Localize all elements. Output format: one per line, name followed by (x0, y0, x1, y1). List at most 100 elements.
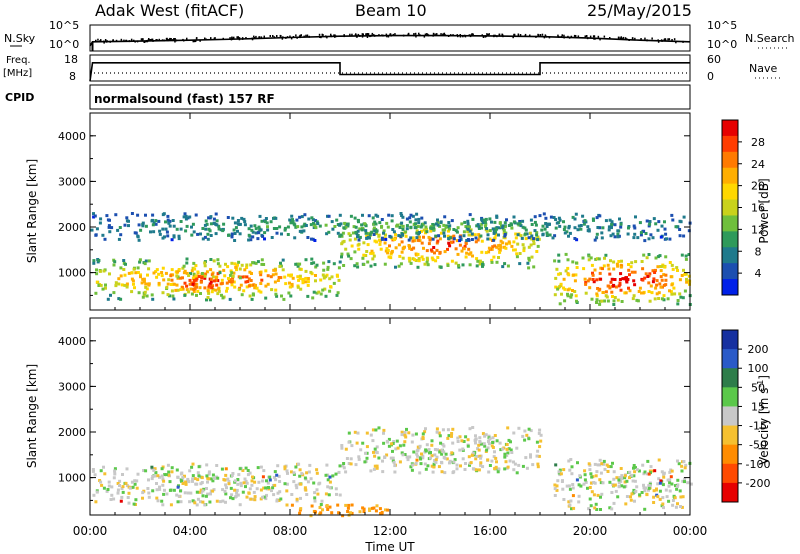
nsky-point (182, 38, 184, 41)
heatmap-cell (588, 277, 592, 281)
heatmap-cell (483, 444, 487, 448)
heatmap-cell (498, 226, 502, 230)
heatmap-cell (266, 481, 270, 485)
heatmap-cell (119, 266, 123, 270)
nsky-point (241, 37, 244, 40)
heatmap-cell (155, 268, 159, 272)
heatmap-cell (475, 257, 479, 261)
heatmap-cell (377, 238, 381, 242)
heatmap-cell (625, 276, 628, 280)
heatmap-cell (170, 278, 174, 282)
heatmap-cell (442, 450, 446, 454)
nsky-point (334, 34, 336, 37)
heatmap-cell (164, 227, 168, 231)
heatmap-cell (341, 231, 345, 235)
heatmap-cell (338, 223, 342, 227)
heatmap-cell (559, 472, 563, 476)
nsky-point (443, 32, 446, 35)
heatmap-cell (676, 483, 680, 487)
heatmap-cell (199, 232, 202, 236)
heatmap-cell (495, 245, 499, 249)
heatmap-cell (230, 261, 234, 265)
heatmap-cell (309, 270, 313, 274)
heatmap-cell (624, 502, 628, 506)
heatmap-cell (429, 237, 433, 240)
heatmap-cell (261, 234, 265, 238)
heatmap-cell (474, 236, 478, 240)
heatmap-cell (644, 272, 648, 276)
heatmap-cell (450, 434, 453, 438)
heatmap-cell (577, 483, 581, 487)
heatmap-cell (639, 233, 643, 237)
heatmap-cell (229, 273, 233, 277)
heatmap-cell (488, 237, 492, 241)
heatmap-cell (263, 237, 266, 241)
nsky-point (535, 35, 537, 38)
heatmap-cell (647, 290, 651, 293)
heatmap-cell (549, 215, 553, 219)
heatmap-cell (535, 231, 539, 235)
heatmap-cell (338, 464, 342, 468)
heatmap-cell (512, 431, 516, 435)
heatmap-cell (568, 468, 572, 472)
heatmap-cell (678, 489, 682, 493)
heatmap-cell (350, 244, 354, 248)
heatmap-cell (347, 431, 351, 435)
heatmap-cell (380, 225, 383, 229)
heatmap-cell (286, 471, 289, 475)
heatmap-cell (196, 478, 200, 482)
heatmap-cell (243, 220, 247, 224)
heatmap-cell (321, 273, 325, 277)
heatmap-cell (160, 467, 164, 471)
heatmap-cell (299, 507, 303, 511)
heatmap-cell (611, 461, 614, 465)
heatmap-cell (110, 485, 114, 489)
heatmap-cell (632, 474, 636, 478)
heatmap-cell (299, 287, 303, 291)
heatmap-cell (158, 229, 162, 233)
heatmap-cell (501, 447, 505, 451)
heatmap-cell (628, 476, 631, 480)
heatmap-cell (137, 238, 141, 242)
heatmap-cell (260, 258, 264, 262)
heatmap-cell (206, 296, 210, 299)
nsky-point (104, 39, 107, 41)
heatmap-cell (408, 455, 412, 459)
heatmap-cell (160, 271, 164, 274)
heatmap-cell (212, 279, 216, 283)
heatmap-cell (399, 234, 403, 238)
heatmap-cell (161, 236, 165, 240)
heatmap-cell (638, 221, 642, 225)
heatmap-cell (297, 278, 301, 282)
heatmap-cell (125, 467, 129, 471)
heatmap-cell (434, 234, 438, 238)
heatmap-cell (223, 489, 227, 493)
heatmap-cell (382, 231, 385, 235)
heatmap-cell (245, 481, 249, 485)
heatmap-cell (569, 458, 573, 461)
heatmap-cell (194, 213, 198, 217)
heatmap-cell (92, 259, 96, 263)
heatmap-cell (613, 296, 617, 299)
heatmap-cell (503, 455, 507, 459)
heatmap-cell (270, 288, 274, 292)
heatmap-cell (230, 493, 234, 497)
nsky-point (481, 34, 483, 37)
heatmap-cell (643, 507, 647, 511)
nsky-point (362, 33, 364, 36)
heatmap-cell (302, 224, 306, 228)
colorbar-swatch (722, 135, 738, 153)
heatmap-cell (487, 470, 491, 474)
heatmap-cell (132, 267, 136, 271)
heatmap-cell (275, 231, 279, 235)
heatmap-cell (436, 448, 439, 452)
heatmap-cell (188, 500, 192, 504)
heatmap-cell (193, 501, 197, 505)
nsearch-tick-top: 10^5 (707, 19, 737, 32)
heatmap-cell (455, 239, 459, 243)
heatmap-cell (495, 215, 499, 219)
heatmap-cell (648, 272, 652, 276)
heatmap-cell (136, 234, 140, 238)
heatmap-cell (192, 272, 196, 276)
heatmap-cell (558, 468, 562, 472)
